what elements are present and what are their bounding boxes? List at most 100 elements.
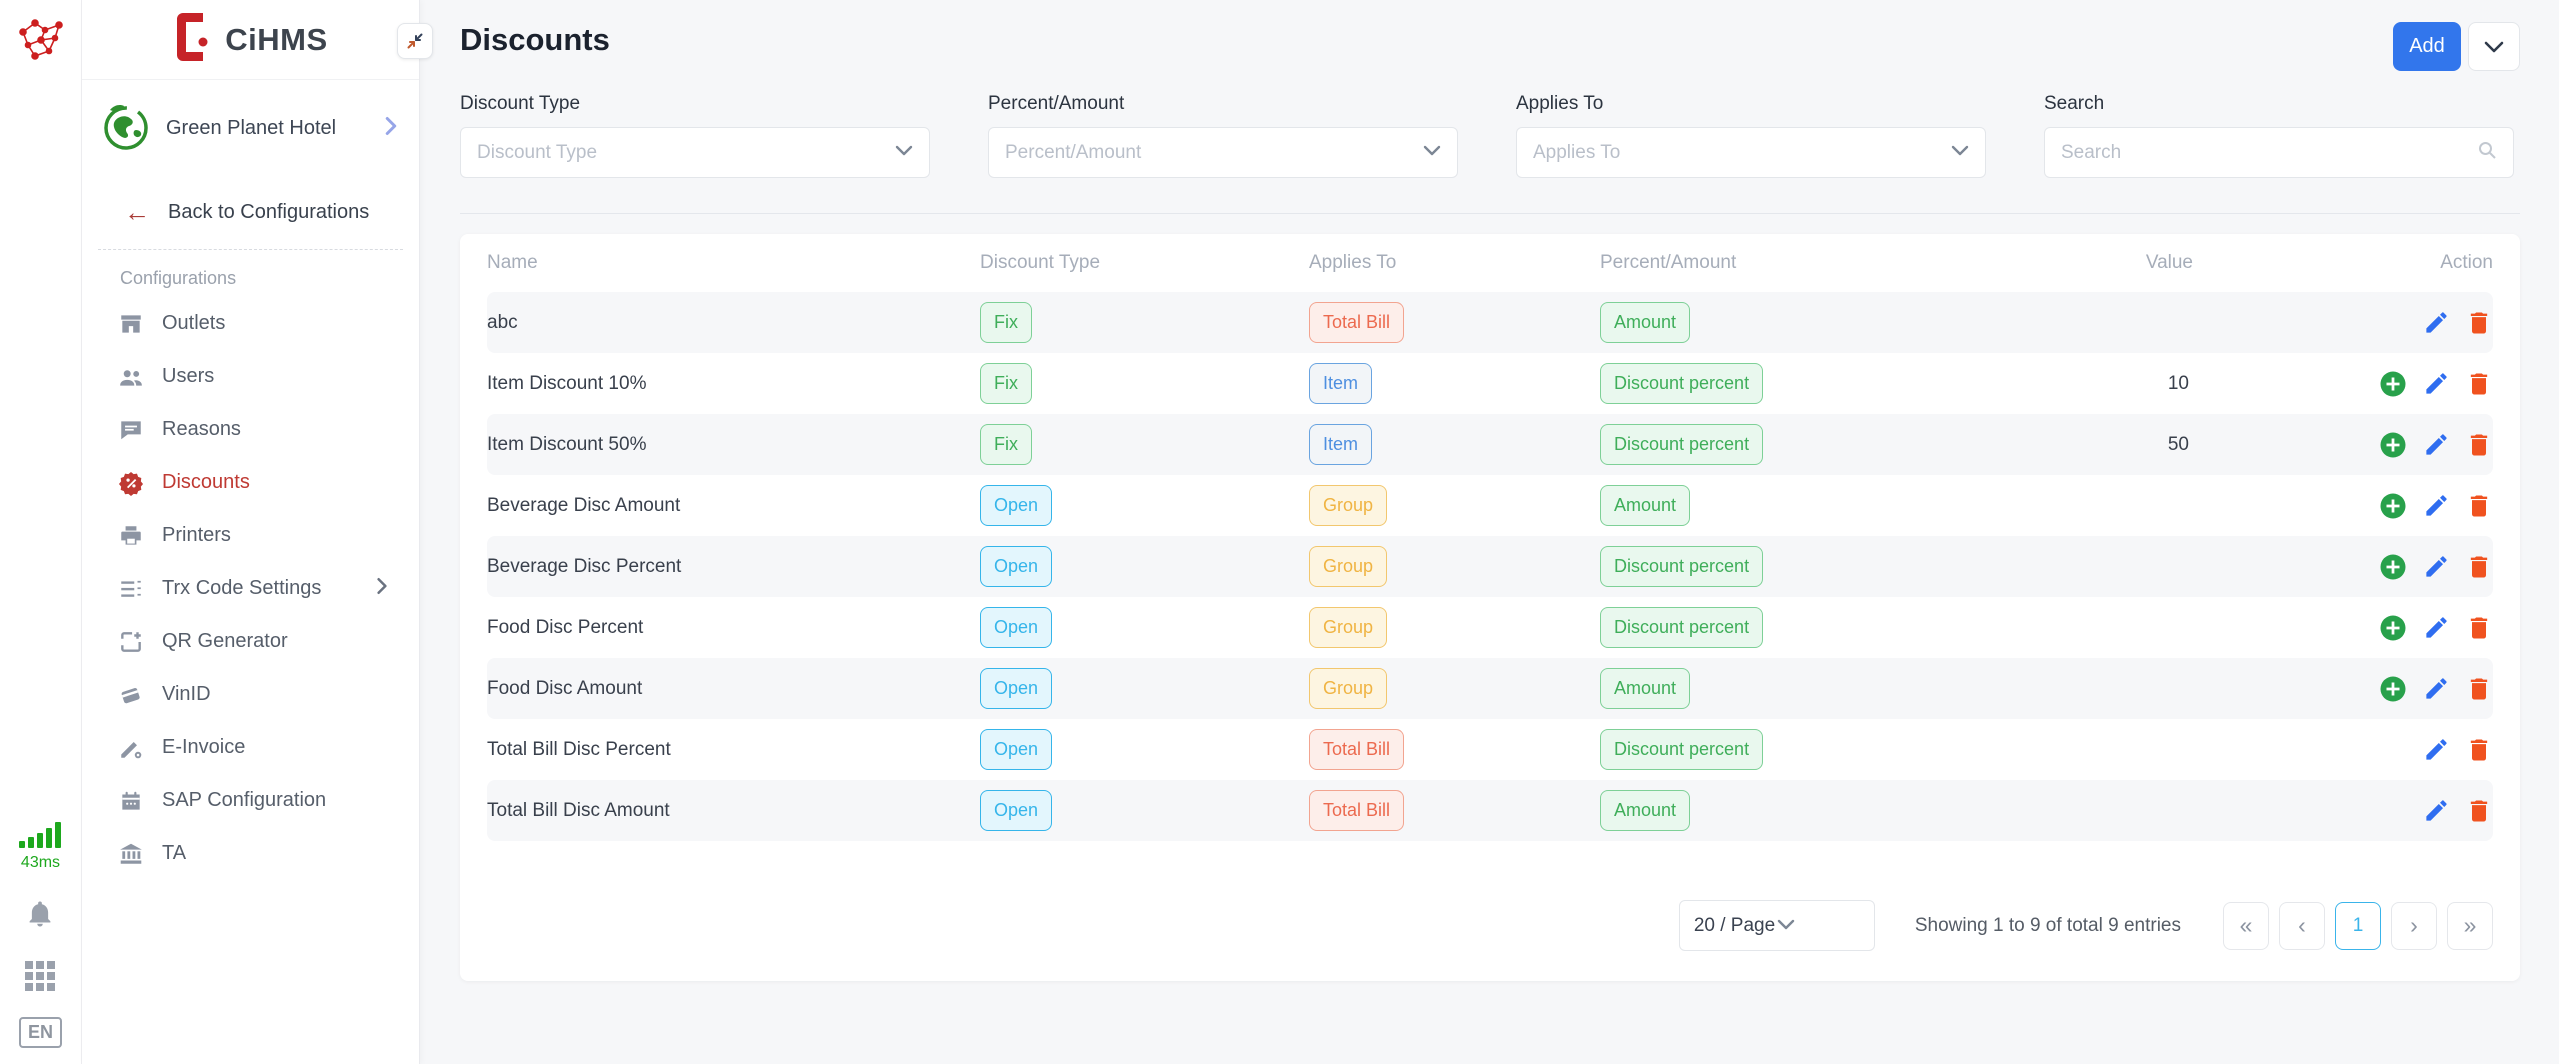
percent-amount-badge: Discount percent [1600, 546, 1764, 587]
sidebar-item-vinid[interactable]: VinID [82, 668, 419, 721]
discount-type-badge: Fix [980, 424, 1032, 465]
edit-button[interactable] [2423, 736, 2450, 763]
delete-button[interactable] [2465, 492, 2493, 520]
applies-to-badge: Item [1309, 424, 1373, 465]
add-dropdown-button[interactable] [2468, 22, 2520, 71]
discount-type-badge: Fix [980, 302, 1032, 343]
sidebar-item-outlets[interactable]: Outlets [82, 297, 419, 350]
sidebar-item-sap-configuration[interactable]: SAP Configuration [82, 774, 419, 827]
applies-to-badge: Group [1309, 668, 1388, 709]
discount-type-badge: Open [980, 790, 1053, 831]
table-row: Total Bill Disc Amount Open Total Bill A… [487, 780, 2493, 841]
calendar-icon [118, 788, 144, 814]
chevron-right-icon [383, 116, 399, 141]
table-row: Food Disc Percent Open Group Discount pe… [487, 597, 2493, 658]
delete-button[interactable] [2465, 370, 2493, 398]
notifications-bell-icon[interactable] [25, 898, 55, 935]
apps-grid-icon[interactable] [25, 961, 56, 991]
percent-amount-filter-select[interactable]: Percent/Amount [988, 127, 1458, 178]
prev-page-button[interactable]: ‹ [2279, 901, 2325, 950]
percent-amount-badge: Discount percent [1600, 363, 1764, 404]
edit-button[interactable] [2423, 675, 2450, 702]
add-value-button[interactable] [2378, 613, 2408, 643]
delete-button[interactable] [2465, 553, 2493, 581]
back-arrow-icon: ← [124, 197, 150, 227]
applies-to-badge: Group [1309, 485, 1388, 526]
cihms-door-icon [173, 9, 215, 70]
pagination-summary: Showing 1 to 9 of total 9 entries [1914, 914, 2181, 936]
percent-amount-filter-label: Percent/Amount [988, 93, 1125, 114]
sidebar-item-trx-code-settings[interactable]: Trx Code Settings [82, 562, 419, 615]
chevron-down-icon [1951, 144, 1969, 162]
applies-to-filter-select[interactable]: Applies To [1516, 127, 1986, 178]
sidebar-item-printers[interactable]: Printers [82, 509, 419, 562]
action-cell [2193, 797, 2493, 825]
sidebar-item-e-invoice[interactable]: E-Invoice [82, 721, 419, 774]
value-cell: 10 [2167, 372, 2189, 394]
sidebar-collapse-button[interactable] [397, 23, 433, 59]
table-footer: 20 / Page Showing 1 to 9 of total 9 entr… [487, 900, 2493, 951]
percent-amount-badge: Amount [1600, 302, 1691, 343]
sidebar: CiHMS Green Planet Hotel ← Back to Confi… [82, 0, 433, 1064]
discount-name: Beverage Disc Amount [487, 494, 681, 516]
first-page-button[interactable]: « [2223, 901, 2269, 950]
next-page-button[interactable]: › [2391, 901, 2437, 950]
add-value-button[interactable] [2378, 674, 2408, 704]
edit-button[interactable] [2423, 370, 2450, 397]
delete-button[interactable] [2465, 431, 2493, 459]
signal-bars-icon [19, 822, 62, 848]
printer-icon [118, 523, 144, 549]
search-input[interactable] [2061, 141, 2477, 164]
discount-type-filter-select[interactable]: Discount Type [460, 127, 930, 178]
action-cell [2193, 309, 2493, 337]
add-value-button[interactable] [2378, 430, 2408, 460]
delete-button[interactable] [2465, 309, 2493, 337]
delete-button[interactable] [2465, 797, 2493, 825]
hotel-name: Green Planet Hotel [166, 117, 337, 139]
page-size-select[interactable]: 20 / Page [1678, 900, 1875, 951]
add-button[interactable]: Add [2393, 22, 2461, 71]
action-cell [2193, 491, 2493, 521]
sidebar-item-discounts[interactable]: Discounts [82, 456, 419, 509]
delete-button[interactable] [2465, 675, 2493, 703]
edit-button[interactable] [2423, 309, 2450, 336]
edit-button[interactable] [2423, 553, 2450, 580]
app-logo: CiHMS [82, 0, 433, 80]
edit-button[interactable] [2423, 431, 2450, 458]
percent-amount-badge: Amount [1600, 790, 1691, 831]
language-badge[interactable]: EN [18, 1017, 62, 1048]
divider [98, 249, 403, 250]
sidebar-item-ta[interactable]: TA [82, 827, 419, 880]
back-to-configurations-link[interactable]: ← Back to Configurations [82, 173, 419, 249]
table-row: Item Discount 10% Fix Item Discount perc… [487, 353, 2493, 414]
add-value-button[interactable] [2378, 369, 2408, 399]
sidebar-item-users[interactable]: Users [82, 350, 419, 403]
applies-to-filter-label: Applies To [1516, 93, 1604, 114]
table-header: Name Discount Type Applies To Percent/Am… [487, 234, 2493, 292]
pager: « ‹ 1 › » [2223, 901, 2493, 950]
add-value-button[interactable] [2378, 552, 2408, 582]
table-row: abc Fix Total Bill Amount [487, 292, 2493, 353]
discount-type-badge: Open [980, 607, 1053, 648]
discount-name: Food Disc Amount [487, 677, 643, 699]
green-planet-logo [98, 98, 152, 159]
page-1-button[interactable]: 1 [2335, 901, 2381, 950]
delete-button[interactable] [2465, 736, 2493, 764]
sidebar-item-qr-generator[interactable]: QR Generator [82, 615, 419, 668]
add-value-button[interactable] [2378, 491, 2408, 521]
column-applies-to: Applies To [1309, 252, 1397, 273]
edit-button[interactable] [2423, 797, 2450, 824]
last-page-button[interactable]: » [2447, 901, 2493, 950]
hotel-selector[interactable]: Green Planet Hotel [82, 80, 419, 173]
network-graph-icon[interactable] [15, 16, 67, 69]
chevron-down-icon [895, 144, 913, 162]
column-value: Value [2145, 252, 2193, 273]
table-row: Total Bill Disc Percent Open Total Bill … [487, 719, 2493, 780]
edit-button[interactable] [2423, 614, 2450, 641]
search-filter-label: Search [2044, 93, 2105, 114]
storefront-icon [118, 311, 144, 337]
edit-button[interactable] [2423, 492, 2450, 519]
sidebar-item-reasons[interactable]: Reasons [82, 403, 419, 456]
delete-button[interactable] [2465, 614, 2493, 642]
ordered-list-icon [118, 576, 144, 602]
